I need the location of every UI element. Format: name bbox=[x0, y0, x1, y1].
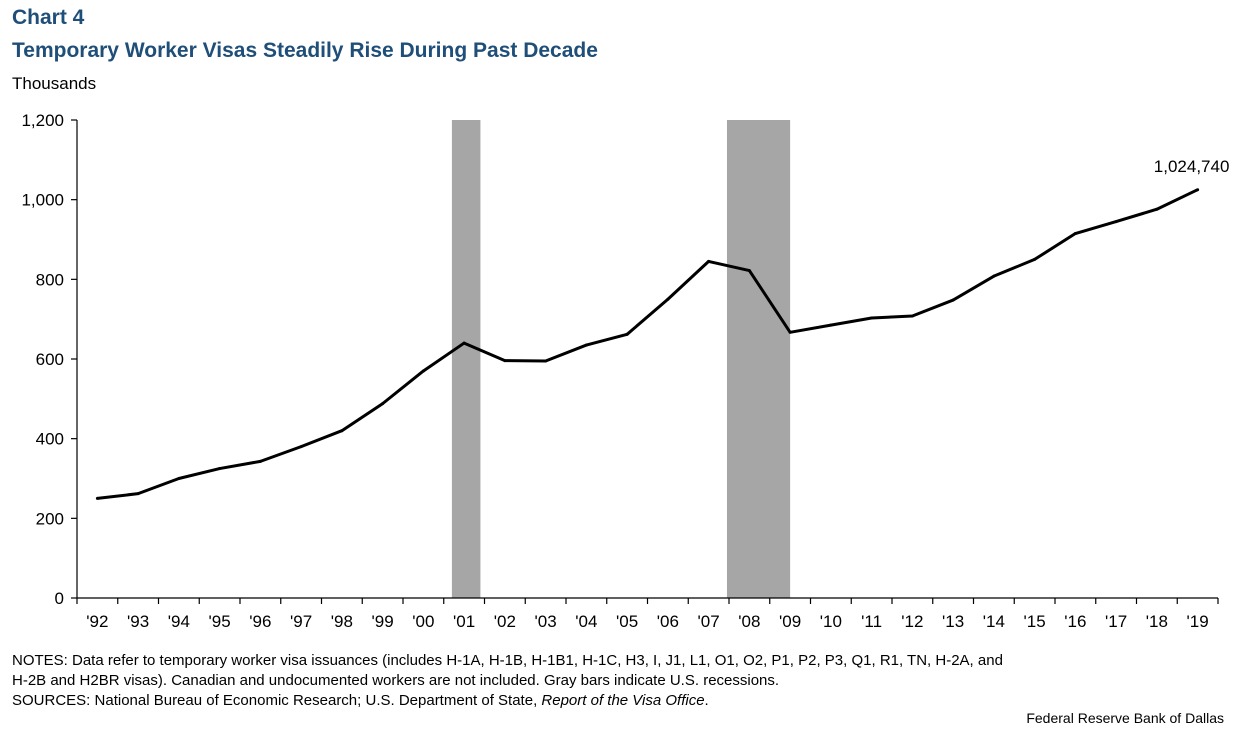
x-tick-label: '06 bbox=[657, 612, 679, 631]
x-tick-label: '02 bbox=[494, 612, 516, 631]
x-tick-label: '09 bbox=[779, 612, 801, 631]
x-tick-label: '18 bbox=[1146, 612, 1168, 631]
sources-suffix: . bbox=[704, 692, 709, 709]
x-tick-label: '98 bbox=[331, 612, 353, 631]
data-point bbox=[951, 298, 955, 302]
data-point bbox=[1196, 188, 1200, 192]
data-point bbox=[503, 359, 507, 363]
y-tick-label: 400 bbox=[36, 430, 64, 449]
x-tick-label: '14 bbox=[983, 612, 1005, 631]
x-tick-label: '93 bbox=[127, 612, 149, 631]
x-tick-label: '15 bbox=[1024, 612, 1046, 631]
y-axis-units-label: Thousands bbox=[12, 74, 97, 93]
sources-line: SOURCES: National Bureau of Economic Res… bbox=[12, 691, 709, 711]
data-point bbox=[788, 330, 792, 334]
x-tick-label: '94 bbox=[168, 612, 190, 631]
data-labels: 1,024,740 bbox=[1154, 157, 1230, 176]
x-tick-label: '11 bbox=[861, 612, 882, 631]
data-point bbox=[1155, 207, 1159, 211]
data-point bbox=[584, 343, 588, 347]
x-tick-label: '16 bbox=[1064, 612, 1086, 631]
x-tick-label: '04 bbox=[575, 612, 597, 631]
data-point bbox=[1033, 257, 1037, 261]
credit-line: Federal Reserve Bank of Dallas bbox=[1026, 710, 1224, 726]
x-tick-label: '03 bbox=[535, 612, 557, 631]
x-tick-label: '12 bbox=[901, 612, 923, 631]
y-tick-label: 600 bbox=[36, 350, 64, 369]
x-tick-label: '19 bbox=[1187, 612, 1209, 631]
sources-publication: Report of the Visa Office bbox=[541, 692, 705, 709]
chart-label: Chart 4 bbox=[12, 6, 85, 29]
data-point bbox=[421, 369, 425, 373]
x-tick-label: '97 bbox=[290, 612, 312, 631]
x-tick-label: '08 bbox=[738, 612, 760, 631]
data-point bbox=[218, 467, 222, 471]
data-point bbox=[829, 323, 833, 327]
data-point bbox=[666, 297, 670, 301]
data-point bbox=[340, 429, 344, 433]
recession-bar-2 bbox=[726, 120, 791, 598]
data-series bbox=[95, 188, 1200, 500]
x-tick-label: '13 bbox=[942, 612, 964, 631]
data-point bbox=[299, 445, 303, 449]
data-point bbox=[95, 496, 99, 500]
x-tick-label: '10 bbox=[820, 612, 842, 631]
data-point bbox=[992, 274, 996, 278]
notes-line-2: H-2B and H2BR visas). Canadian and undoc… bbox=[12, 672, 780, 689]
x-tick-label: '17 bbox=[1105, 612, 1127, 631]
y-tick-label: 1,000 bbox=[21, 191, 64, 210]
y-tick-label: 200 bbox=[36, 509, 64, 528]
data-point bbox=[747, 269, 751, 273]
data-point bbox=[870, 316, 874, 320]
y-tick-label: 1,200 bbox=[21, 111, 64, 130]
notes-line-1: NOTES: Data refer to temporary worker vi… bbox=[12, 652, 1003, 669]
recession-bars bbox=[451, 120, 791, 598]
x-tick-label: '07 bbox=[698, 612, 720, 631]
x-tick-label: '01 bbox=[453, 612, 475, 631]
data-point bbox=[1114, 220, 1118, 224]
series-line-1 bbox=[97, 188, 1199, 500]
data-point bbox=[177, 477, 181, 480]
data-point bbox=[544, 359, 548, 363]
x-tick-label: '99 bbox=[372, 612, 394, 631]
recession-bar-1 bbox=[451, 120, 481, 598]
data-point bbox=[462, 341, 466, 345]
x-tick-label: '92 bbox=[86, 612, 108, 631]
x-tick-label: '05 bbox=[616, 612, 638, 631]
data-label-last-value: 1,024,740 bbox=[1154, 157, 1230, 176]
data-point bbox=[910, 314, 914, 318]
data-point bbox=[1073, 232, 1077, 236]
y-tick-label: 0 bbox=[55, 589, 64, 608]
data-point bbox=[381, 402, 385, 406]
x-tick-label: '00 bbox=[412, 612, 434, 631]
data-point bbox=[625, 332, 629, 336]
chart-title: Temporary Worker Visas Steadily Rise Dur… bbox=[12, 39, 598, 62]
x-tick-label: '96 bbox=[249, 612, 271, 631]
data-point bbox=[707, 259, 711, 263]
y-tick-label: 800 bbox=[36, 270, 64, 289]
sources-prefix: SOURCES: National Bureau of Economic Res… bbox=[12, 692, 542, 709]
x-tick-label: '95 bbox=[209, 612, 231, 631]
axes: 0 200 400 600 800 1,000 1,200 '92 '93 '94 '95 '96 '9… bbox=[21, 111, 1219, 631]
data-point bbox=[136, 492, 140, 496]
data-point bbox=[258, 459, 262, 463]
